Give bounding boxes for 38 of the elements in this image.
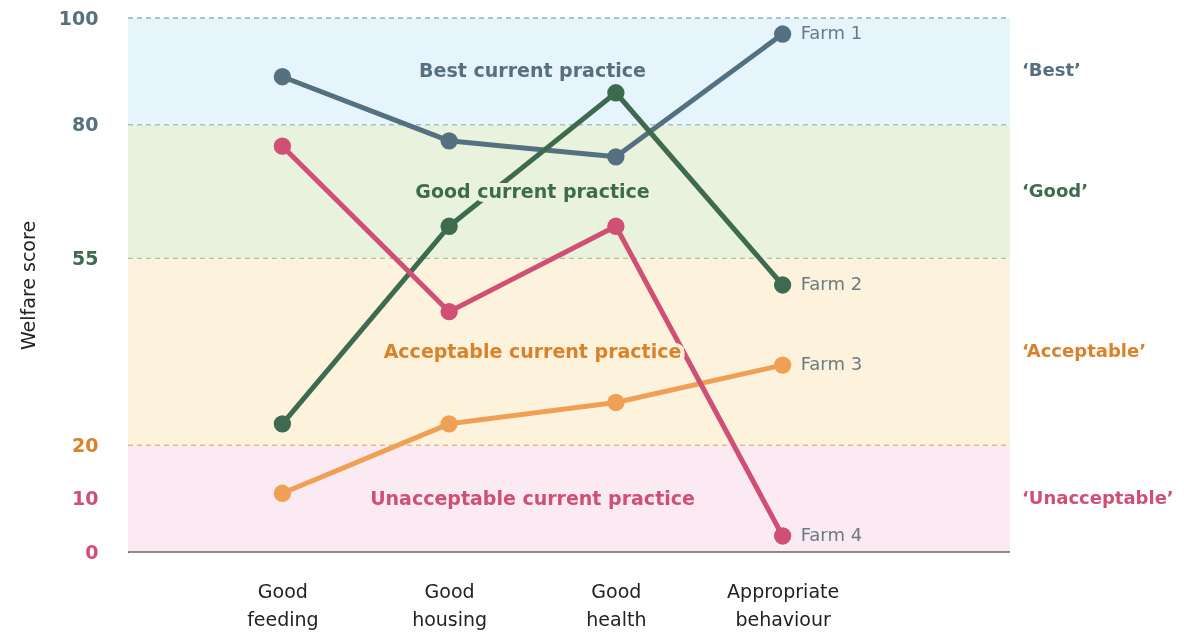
x-tick-label: Appropriate behaviour: [727, 579, 840, 630]
point: [273, 137, 292, 155]
series-label: Farm 1: [800, 22, 863, 44]
point: [273, 68, 292, 86]
point: [773, 276, 792, 294]
band-label: Best current practice: [419, 59, 646, 82]
y-tick-label: 20: [72, 433, 99, 456]
text: ‘Acceptable’: [1022, 339, 1146, 361]
point: [607, 393, 625, 412]
y-tick-label: 55: [72, 246, 99, 269]
point: [440, 217, 458, 235]
y-tick-label: 100: [58, 6, 99, 29]
text: ‘Best’: [1022, 59, 1081, 81]
x-tick-label: Good feeding: [247, 579, 319, 630]
point: [440, 132, 458, 150]
point: [440, 303, 458, 321]
band-label: Unacceptable current practice: [370, 486, 695, 509]
y-tick-label: 80: [72, 113, 99, 136]
x-tick-label: Good housing: [412, 579, 488, 630]
point: [440, 415, 458, 433]
point: [773, 25, 792, 43]
point: [607, 148, 625, 166]
point: [607, 84, 625, 102]
text: ‘Unacceptable’: [1022, 486, 1174, 508]
point: [273, 484, 292, 502]
series-label: Farm 2: [800, 273, 863, 294]
point: [607, 217, 625, 235]
band-label: Acceptable current practice: [383, 339, 682, 362]
point: [773, 356, 792, 374]
point: [773, 527, 792, 545]
point: [273, 415, 292, 433]
x-tick-label: Good health: [586, 579, 647, 630]
text: ‘Good’: [1022, 179, 1089, 201]
y-tick-label: 0: [85, 540, 99, 563]
y-tick-label: 10: [72, 487, 99, 510]
series-label: Farm 3: [800, 353, 863, 375]
series-label: Farm 4: [800, 523, 863, 545]
y-axis-title: Welfare score: [16, 220, 39, 351]
